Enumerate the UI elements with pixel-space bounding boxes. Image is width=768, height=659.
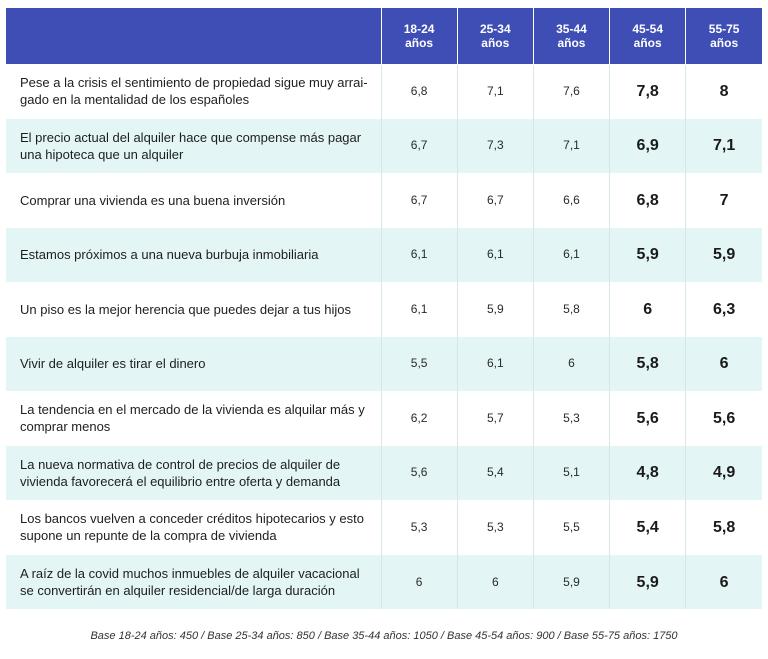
statement-label: A raíz de la covid muchos inmuebles de a… xyxy=(6,554,382,609)
value-cell: 5,5 xyxy=(533,499,611,555)
value-cell: 5,6 xyxy=(685,390,762,446)
column-header-label: 55-75 años xyxy=(708,21,740,50)
value-cell: 5,8 xyxy=(533,281,611,337)
value-cell: 6 xyxy=(381,554,458,609)
value-cell: 6,8 xyxy=(609,172,687,228)
column-header-45-54: 45-54 años xyxy=(609,8,687,64)
value-cell: 6,1 xyxy=(457,336,534,391)
value-cell: 6,6 xyxy=(533,172,611,228)
table-row: La nueva normativa de control de precios… xyxy=(6,445,762,500)
value-cell: 6,7 xyxy=(457,172,534,228)
value-cell: 6 xyxy=(609,281,687,337)
value-cell: 5,9 xyxy=(685,227,762,282)
statement-label: La tendencia en el mercado de la viviend… xyxy=(6,390,382,446)
value-cell: 5,4 xyxy=(609,499,687,555)
value-cell: 8 xyxy=(685,63,762,119)
column-header-label: 45-54 años xyxy=(632,21,664,50)
table-row: Los bancos vuelven a conceder créditos h… xyxy=(6,499,762,555)
column-header-35-44: 35-44 años xyxy=(533,8,611,64)
value-cell: 5,7 xyxy=(457,390,534,446)
value-cell: 5,6 xyxy=(381,445,458,500)
statement-label: Vivir de alquiler es tirar el dinero xyxy=(6,336,382,391)
data-table-container: 18-24 años 25-34 años 35-44 años 45-54 a… xyxy=(6,8,762,609)
statement-label: El precio actual del alquiler hace que c… xyxy=(6,118,382,173)
table-row: Vivir de alquiler es tirar el dinero 5,5 6… xyxy=(6,336,762,391)
statement-label: Pese a la crisis el sentimiento de propi… xyxy=(6,63,382,119)
value-cell: 6,1 xyxy=(381,281,458,337)
value-cell: 7,8 xyxy=(609,63,687,119)
value-cell: 6,7 xyxy=(381,172,458,228)
value-cell: 7,1 xyxy=(533,118,611,173)
value-cell: 5,3 xyxy=(533,390,611,446)
value-cell: 5,4 xyxy=(457,445,534,500)
statement-label: Estamos próximos a una nueva burbuja inm… xyxy=(6,227,382,282)
table-row: La tendencia en el mercado de la viviend… xyxy=(6,390,762,446)
column-header-55-75: 55-75 años xyxy=(685,8,762,64)
column-header-18-24: 18-24 años xyxy=(381,8,458,64)
table-row: Pese a la crisis el sentimiento de propi… xyxy=(6,63,762,119)
value-cell: 7,3 xyxy=(457,118,534,173)
value-cell: 6,7 xyxy=(381,118,458,173)
table-body: Pese a la crisis el sentimiento de propi… xyxy=(6,63,762,609)
value-cell: 5,9 xyxy=(609,227,687,282)
value-cell: 7,1 xyxy=(457,63,534,119)
value-cell: 5,9 xyxy=(533,554,611,609)
table-row: Comprar una vivienda es una buena invers… xyxy=(6,172,762,228)
value-cell: 5,1 xyxy=(533,445,611,500)
value-cell: 5,8 xyxy=(685,499,762,555)
value-cell: 7,6 xyxy=(533,63,611,119)
column-header-label: 35-44 años xyxy=(556,21,587,50)
value-cell: 5,3 xyxy=(381,499,458,555)
value-cell: 5,3 xyxy=(457,499,534,555)
column-header-label: 18-24 años xyxy=(403,21,435,50)
statement-label: Los bancos vuelven a conceder créditos h… xyxy=(6,499,382,555)
value-cell: 6 xyxy=(685,554,762,609)
header-row: 18-24 años 25-34 años 35-44 años 45-54 a… xyxy=(6,8,762,64)
value-cell: 6,2 xyxy=(381,390,458,446)
value-cell: 5,5 xyxy=(381,336,458,391)
table-row: Un piso es la mejor herencia que puedes … xyxy=(6,281,762,337)
value-cell: 6,1 xyxy=(533,227,611,282)
value-cell: 7 xyxy=(685,172,762,228)
statement-label: Un piso es la mejor herencia que puedes … xyxy=(6,281,382,337)
table-row: Estamos próximos a una nueva burbuja inm… xyxy=(6,227,762,282)
value-cell: 6,1 xyxy=(457,227,534,282)
value-cell: 6,1 xyxy=(381,227,458,282)
value-cell: 4,8 xyxy=(609,445,687,500)
column-header-25-34: 25-34 años xyxy=(457,8,534,64)
value-cell: 5,6 xyxy=(609,390,687,446)
statement-label: La nueva normativa de control de precios… xyxy=(6,445,382,500)
value-cell: 6,9 xyxy=(609,118,687,173)
statement-label: Comprar una vivienda es una buena invers… xyxy=(6,172,382,228)
ratings-table: 18-24 años 25-34 años 35-44 años 45-54 a… xyxy=(6,8,762,609)
value-cell: 6,3 xyxy=(685,281,762,337)
value-cell: 6,8 xyxy=(381,63,458,119)
value-cell: 7,1 xyxy=(685,118,762,173)
value-cell: 5,8 xyxy=(609,336,687,391)
base-footnote: Base 18-24 años: 450 / Base 25-34 años: … xyxy=(90,630,678,642)
value-cell: 4,9 xyxy=(685,445,762,500)
value-cell: 6 xyxy=(533,336,611,391)
column-header-label: 25-34 años xyxy=(479,21,511,50)
table-row: A raíz de la covid muchos inmuebles de a… xyxy=(6,554,762,609)
header-blank-cell xyxy=(6,8,382,64)
value-cell: 5,9 xyxy=(457,281,534,337)
value-cell: 5,9 xyxy=(609,554,687,609)
value-cell: 6 xyxy=(457,554,534,609)
table-row: El precio actual del alquiler hace que c… xyxy=(6,118,762,173)
value-cell: 6 xyxy=(685,336,762,391)
